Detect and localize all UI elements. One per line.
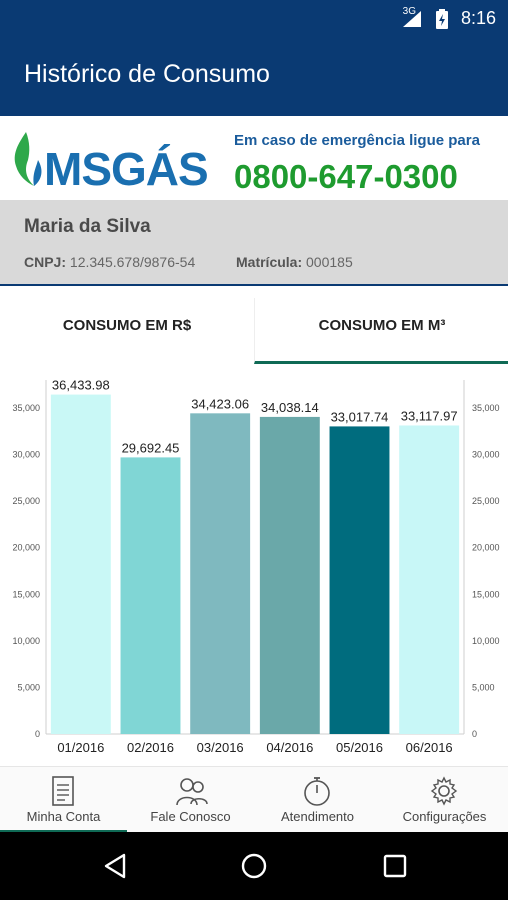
flame-icon [14, 132, 42, 186]
home-icon[interactable] [240, 852, 268, 880]
nav-label: Minha Conta [26, 809, 101, 824]
y-tick-label-right: 5,000 [472, 682, 495, 692]
x-tick-label: 06/2016 [406, 740, 453, 755]
consumption-tabs: CONSUMO EM R$ CONSUMO EM M³ [0, 298, 508, 364]
bar [50, 394, 111, 734]
x-tick-label: 02/2016 [127, 740, 174, 755]
brand-header: MSGÁS Em caso de emergência ligue para 0… [0, 116, 508, 200]
x-tick-label: 04/2016 [266, 740, 313, 755]
user-name: Maria da Silva [24, 216, 151, 237]
nav-minha-conta[interactable]: Minha Conta [0, 767, 127, 833]
bar-value-label: 34,423.06 [191, 396, 249, 411]
document-icon [52, 776, 74, 806]
y-tick-label-left: 20,000 [12, 543, 40, 553]
nav-configuracoes[interactable]: Configurações [381, 767, 508, 833]
nav-atendimento[interactable]: Atendimento [254, 767, 381, 833]
nav-fale-conosco[interactable]: Fale Conosco [127, 767, 254, 833]
system-nav-bar [0, 832, 508, 900]
nav-label: Configurações [402, 809, 487, 824]
bar-value-label: 29,692.45 [122, 440, 180, 455]
consumption-chart: 0 0 5,000 5,000 10,000 10,000 15,000 15,000 20,0… [12, 378, 500, 755]
people-icon [176, 778, 208, 806]
y-tick-label-left: 30,000 [12, 450, 40, 460]
cnpj-value: 12.345.678/9876-54 [69, 254, 196, 270]
bar [329, 426, 390, 734]
bar [120, 457, 181, 734]
y-tick-label-left: 25,000 [12, 496, 40, 506]
y-tick-label-right: 25,000 [472, 496, 500, 506]
gear-icon [430, 776, 458, 806]
emergency-phone[interactable]: 0800-647-0300 [234, 158, 458, 195]
y-tick-label-right: 20,000 [472, 543, 500, 553]
bar-value-label: 33,017.74 [331, 409, 389, 424]
nav-label: Atendimento [281, 809, 354, 824]
page-title: Histórico de Consumo [24, 60, 270, 88]
nav-label: Fale Conosco [150, 809, 231, 824]
bar-value-label: 34,038.14 [261, 400, 319, 415]
x-tick-label: 01/2016 [57, 740, 104, 755]
y-tick-label-right: 10,000 [472, 636, 500, 646]
status-time: 8:16 [460, 8, 496, 28]
x-tick-label: 05/2016 [336, 740, 383, 755]
x-tick-label: 03/2016 [197, 740, 244, 755]
bar [259, 416, 320, 734]
signal-icon [403, 11, 421, 27]
tab-consumo-m3[interactable]: CONSUMO EM M³ [254, 298, 508, 364]
y-tick-label-left: 15,000 [12, 589, 40, 599]
y-tick-label-left: 0 [35, 729, 40, 739]
network-type: 3G [402, 6, 416, 17]
matricula-info: Matrícula: 000185 [236, 254, 353, 270]
y-tick-label-left: 5,000 [17, 682, 40, 692]
emergency-label: Em caso de emergência ligue para [234, 132, 480, 149]
msgas-logo: MSGÁS [8, 130, 209, 195]
app-bar: Histórico de Consumo [0, 36, 508, 116]
matricula-value: 000185 [306, 254, 353, 270]
y-tick-label-right: 15,000 [472, 589, 500, 599]
bar-value-label: 36,433.98 [52, 378, 110, 393]
back-icon[interactable] [103, 853, 127, 879]
cnpj-info: CNPJ: 12.345.678/9876-54 [24, 254, 195, 270]
y-tick-label-right: 30,000 [472, 450, 500, 460]
status-bar: 3G 8:16 [0, 0, 508, 36]
bar-value-label: 33,117.97 [401, 408, 458, 423]
bar [190, 413, 251, 734]
y-tick-label-right: 35,000 [472, 403, 500, 413]
cnpj-label: CNPJ: [24, 254, 67, 270]
stopwatch-icon [304, 777, 330, 806]
matricula-label: Matrícula: [236, 254, 303, 270]
bar [399, 425, 460, 734]
logo-text: MSGÁS [44, 143, 209, 195]
y-tick-label-left: 35,000 [12, 403, 40, 413]
user-info-panel: Maria da Silva CNPJ: 12.345.678/9876-54 … [0, 200, 508, 286]
y-tick-label-left: 10,000 [12, 636, 40, 646]
battery-icon [436, 9, 448, 29]
recents-icon[interactable] [383, 854, 407, 878]
tab-consumo-rs[interactable]: CONSUMO EM R$ [62, 317, 192, 334]
bottom-nav: Minha Conta Fale Conosco Atendimento Con… [0, 766, 508, 833]
y-tick-label-right: 0 [472, 729, 477, 739]
